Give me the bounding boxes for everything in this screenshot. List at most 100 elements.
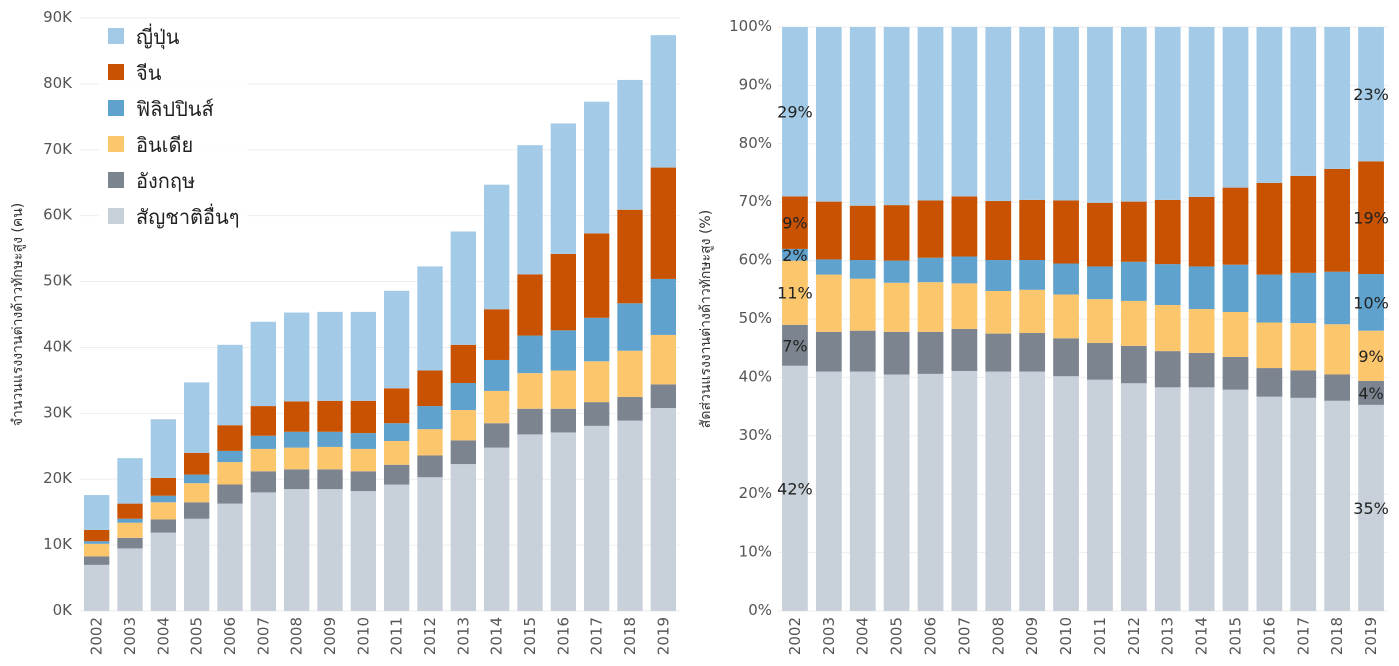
bar-segment-2019-อินเดีย — [650, 334, 676, 385]
bar-segment-2002-อินเดีย — [84, 543, 110, 557]
bar-segment-2002-อินเดีย — [782, 260, 808, 325]
bar-segment-2009-ฟิลิปปินส์ — [1019, 260, 1046, 290]
legend-swatch-อินเดีย — [108, 136, 124, 152]
bar-segment-2013-สัญชาติอื่นๆ — [1154, 387, 1181, 611]
y-tick-label: 80% — [739, 134, 772, 152]
bar-segment-2004-อังกฤษ — [849, 330, 876, 372]
x-tick-label: 2008 — [989, 617, 1007, 655]
bar-segment-2003-ฟิลิปปินส์ — [815, 259, 842, 275]
bar-segment-2018-อินเดีย — [617, 350, 643, 397]
bar-segment-2004-สัญชาติอื่นๆ — [150, 532, 176, 611]
bar-segment-2018-ฟิลิปปินส์ — [617, 303, 643, 351]
bar-segment-2009-อินเดีย — [317, 446, 343, 470]
y-tick-label: 50K — [43, 272, 73, 290]
legend-item-label: อินเดีย — [136, 133, 193, 157]
bar-segment-2013-จีน — [1154, 199, 1181, 265]
y-tick-label: 90% — [739, 75, 772, 93]
bar-segment-2019-จีน — [1358, 161, 1384, 275]
bar-segment-2015-สัญชาติอื่นๆ — [517, 434, 543, 611]
bar-segment-2005-อินเดีย — [883, 282, 910, 332]
bar-segment-2003-อังกฤษ — [117, 537, 143, 549]
x-tick-label: 2012 — [1125, 617, 1143, 655]
bar-segment-2017-อินเดีย — [1290, 323, 1317, 371]
bar-segment-2006-ฟิลิปปินส์ — [917, 257, 944, 283]
bar-segment-2019-อังกฤษ — [650, 384, 676, 409]
bar-segment-2012-ญี่ปุ่น — [1120, 27, 1147, 202]
x-tick-label: 2003 — [820, 617, 838, 655]
bar-segment-2016-สัญชาติอื่นๆ — [550, 432, 576, 611]
bar-segment-2003-ญี่ปุ่น — [815, 27, 842, 202]
bar-segment-2019-ญี่ปุ่น — [650, 35, 676, 168]
bar-segment-2014-ฟิลิปปินส์ — [484, 359, 510, 391]
data-label-2002-จีน: 9% — [782, 214, 807, 233]
data-label-2002-ญี่ปุ่น: 29% — [777, 103, 813, 122]
y-tick-label: 30K — [43, 403, 73, 421]
x-tick-label: 2016 — [554, 617, 572, 655]
bar-segment-2011-สัญชาติอื่นๆ — [384, 484, 410, 611]
bar-segment-2010-จีน — [350, 400, 376, 434]
share-percent-chart: 0% 10% 20% 30% 40% 50% 60% 70% 80% 90% 100% 2002 200… — [698, 17, 1389, 655]
bar-segment-2018-จีน — [617, 209, 643, 304]
bar-segment-2015-ญี่ปุ่น — [517, 145, 543, 275]
y-tick-label: 90K — [43, 8, 73, 26]
bar-segment-2006-อินเดีย — [217, 462, 243, 485]
bar-segment-2013-ญี่ปุ่น — [450, 231, 476, 345]
bar-segment-2011-จีน — [384, 388, 410, 424]
bar-segment-2011-ญี่ปุ่น — [384, 290, 410, 389]
bar-segment-2018-ญี่ปุ่น — [1324, 27, 1351, 169]
bar-segment-2016-อินเดีย — [1256, 322, 1283, 369]
bar-segment-2018-ฟิลิปปินส์ — [1324, 271, 1351, 325]
bar-segment-2004-ฟิลิปปินส์ — [849, 260, 876, 279]
bar-segment-2003-สัญชาติอื่นๆ — [815, 371, 842, 611]
bar-segment-2012-จีน — [417, 370, 443, 407]
bar-segment-2012-ญี่ปุ่น — [417, 266, 443, 371]
bar-segment-2004-อังกฤษ — [150, 519, 176, 533]
x-tick-label: 2002 — [786, 617, 804, 655]
bar-segment-2003-อินเดีย — [815, 274, 842, 332]
x-tick-label: 2018 — [1328, 617, 1346, 655]
bar-segment-2019-อังกฤษ — [1358, 380, 1384, 405]
x-tick-label: 2017 — [588, 617, 606, 655]
bar-segment-2006-สัญชาติอื่นๆ — [217, 503, 243, 611]
bar-segment-2012-อังกฤษ — [417, 455, 443, 478]
x-tick-label: 2006 — [922, 617, 940, 655]
data-label-2019-อังกฤษ: 4% — [1358, 384, 1383, 403]
bar-segment-2002-สัญชาติอื่นๆ — [782, 365, 808, 611]
bar-segment-2016-สัญชาติอื่นๆ — [1256, 396, 1283, 611]
bar-segment-2003-จีน — [117, 503, 143, 519]
bar-segment-2006-อังกฤษ — [217, 484, 243, 504]
y-tick-label: 10K — [43, 535, 73, 553]
bar-segment-2011-อินเดีย — [384, 441, 410, 465]
x-tick-label: 2019 — [1362, 617, 1380, 655]
bar-segment-2010-สัญชาติอื่นๆ — [350, 491, 376, 611]
bar-segment-2005-จีน — [883, 205, 910, 261]
bar-segment-2003-จีน — [815, 201, 842, 260]
bar-segment-2004-ญี่ปุ่น — [849, 27, 876, 206]
bar-segment-2003-ญี่ปุ่น — [117, 458, 143, 504]
bar-segment-2012-ฟิลิปปินส์ — [1120, 261, 1147, 301]
bar-segment-2015-อังกฤษ — [517, 408, 543, 435]
bar-segment-2011-สัญชาติอื่นๆ — [1087, 379, 1113, 611]
bar-segment-2004-ญี่ปุ่น — [150, 419, 176, 478]
bar-segment-2015-ฟิลิปปินส์ — [517, 335, 543, 374]
bar-segment-2004-อินเดีย — [849, 278, 876, 331]
bar-segment-2017-อังกฤษ — [1290, 370, 1317, 398]
y-tick-label: 20K — [43, 469, 73, 487]
bar-segment-2013-อินเดีย — [450, 410, 476, 441]
bar-segment-2003-ฟิลิปปินส์ — [117, 518, 143, 523]
legend-item-label: จีน — [136, 61, 162, 85]
y-tick-label: 60% — [739, 251, 772, 269]
bar-segment-2015-อังกฤษ — [1222, 356, 1249, 390]
bar-segment-2016-อังกฤษ — [1256, 368, 1283, 397]
bar-segment-2018-อินเดีย — [1324, 324, 1351, 375]
bar-segment-2014-อังกฤษ — [484, 423, 510, 448]
bar-segment-2009-อังกฤษ — [317, 469, 343, 490]
bar-segment-2017-จีน — [584, 233, 610, 318]
bar-segment-2002-จีน — [782, 196, 808, 249]
data-label-2019-ฟิลิปปินส์: 10% — [1353, 293, 1389, 312]
bar-segment-2006-อินเดีย — [917, 282, 944, 332]
legend-swatch-อังกฤษ — [108, 172, 124, 188]
bar-segment-2008-อังกฤษ — [284, 469, 310, 490]
bar-segment-2014-ฟิลิปปินส์ — [1188, 266, 1215, 310]
legend: ญี่ปุ่นจีนฟิลิปปินส์อินเดียอังกฤษสัญชาติ… — [98, 20, 248, 232]
